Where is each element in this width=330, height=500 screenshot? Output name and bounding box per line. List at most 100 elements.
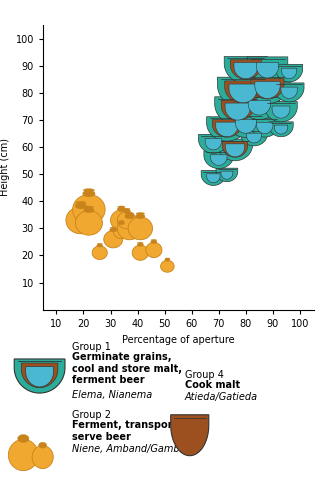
Polygon shape — [211, 155, 227, 166]
Y-axis label: Height (cm): Height (cm) — [0, 138, 10, 196]
Polygon shape — [138, 242, 143, 244]
Text: Group 4: Group 4 — [185, 370, 224, 380]
Polygon shape — [247, 133, 261, 143]
Polygon shape — [212, 120, 242, 137]
Polygon shape — [221, 100, 254, 120]
Polygon shape — [151, 240, 157, 244]
Polygon shape — [66, 206, 96, 234]
Polygon shape — [128, 217, 152, 240]
Polygon shape — [171, 415, 209, 456]
Polygon shape — [274, 125, 288, 134]
Polygon shape — [235, 120, 256, 134]
Polygon shape — [76, 202, 86, 204]
Polygon shape — [137, 243, 144, 246]
Polygon shape — [161, 260, 174, 272]
Polygon shape — [265, 102, 297, 122]
Polygon shape — [207, 117, 247, 141]
Polygon shape — [92, 246, 107, 260]
Polygon shape — [199, 134, 228, 154]
Polygon shape — [104, 230, 123, 248]
Polygon shape — [239, 95, 280, 120]
Polygon shape — [201, 170, 226, 186]
Polygon shape — [8, 440, 38, 470]
Polygon shape — [113, 224, 129, 238]
Polygon shape — [117, 212, 136, 229]
Polygon shape — [84, 208, 94, 212]
Polygon shape — [73, 194, 105, 224]
Text: Ferment, transport and
serve beer: Ferment, transport and serve beer — [72, 420, 201, 442]
Polygon shape — [217, 139, 253, 160]
Polygon shape — [132, 245, 148, 260]
Polygon shape — [151, 240, 157, 241]
Polygon shape — [227, 114, 265, 138]
Polygon shape — [269, 122, 293, 136]
Polygon shape — [123, 209, 130, 213]
Polygon shape — [125, 214, 134, 219]
Polygon shape — [222, 142, 248, 158]
Polygon shape — [110, 227, 116, 228]
Polygon shape — [26, 366, 53, 387]
Polygon shape — [282, 68, 297, 79]
Polygon shape — [225, 144, 245, 157]
Polygon shape — [110, 228, 117, 232]
Polygon shape — [257, 122, 273, 134]
Polygon shape — [225, 103, 250, 120]
Text: Niene, Amband/Gamband: Niene, Amband/Gamband — [72, 444, 198, 454]
Polygon shape — [234, 62, 258, 78]
Polygon shape — [123, 208, 130, 210]
Polygon shape — [83, 190, 95, 197]
Text: Atieda/Gatieda: Atieda/Gatieda — [185, 392, 258, 402]
Polygon shape — [274, 83, 304, 102]
Polygon shape — [84, 206, 93, 208]
Polygon shape — [281, 87, 297, 99]
Polygon shape — [256, 62, 279, 78]
Polygon shape — [118, 220, 124, 222]
Polygon shape — [204, 151, 234, 168]
Polygon shape — [221, 171, 233, 179]
Polygon shape — [216, 168, 238, 181]
Polygon shape — [118, 206, 125, 208]
Polygon shape — [217, 77, 269, 108]
Polygon shape — [205, 138, 221, 150]
Polygon shape — [39, 442, 47, 448]
Polygon shape — [230, 60, 261, 80]
Polygon shape — [117, 207, 125, 212]
Polygon shape — [250, 118, 280, 137]
Polygon shape — [165, 258, 170, 261]
Polygon shape — [75, 211, 102, 235]
Polygon shape — [251, 78, 284, 99]
Polygon shape — [245, 75, 290, 104]
Polygon shape — [241, 130, 268, 146]
X-axis label: Percentage of aperture: Percentage of aperture — [122, 334, 235, 344]
Polygon shape — [224, 56, 268, 84]
Polygon shape — [118, 222, 124, 224]
Polygon shape — [248, 100, 271, 115]
Polygon shape — [125, 212, 134, 214]
Polygon shape — [32, 446, 53, 468]
Polygon shape — [136, 212, 145, 214]
Polygon shape — [75, 203, 86, 209]
Polygon shape — [18, 434, 29, 442]
Polygon shape — [14, 359, 65, 393]
Polygon shape — [111, 210, 132, 231]
Polygon shape — [83, 188, 94, 192]
Text: Group 2: Group 2 — [72, 410, 111, 420]
Polygon shape — [165, 258, 170, 259]
Text: Germinate grains,
cool and store malt,
ferment beer: Germinate grains, cool and store malt, f… — [72, 352, 182, 385]
Text: Cook malt: Cook malt — [185, 380, 240, 390]
Polygon shape — [255, 82, 280, 98]
Text: Elema, Nianema: Elema, Nianema — [72, 390, 152, 400]
Polygon shape — [146, 242, 162, 258]
Polygon shape — [136, 214, 145, 219]
Polygon shape — [272, 106, 290, 118]
Polygon shape — [216, 122, 238, 136]
Polygon shape — [97, 244, 103, 247]
Polygon shape — [215, 97, 261, 125]
Polygon shape — [247, 57, 288, 82]
Polygon shape — [225, 81, 262, 104]
Polygon shape — [276, 64, 303, 82]
Polygon shape — [229, 84, 257, 102]
Polygon shape — [117, 217, 142, 240]
Polygon shape — [207, 174, 220, 182]
Polygon shape — [21, 363, 58, 388]
